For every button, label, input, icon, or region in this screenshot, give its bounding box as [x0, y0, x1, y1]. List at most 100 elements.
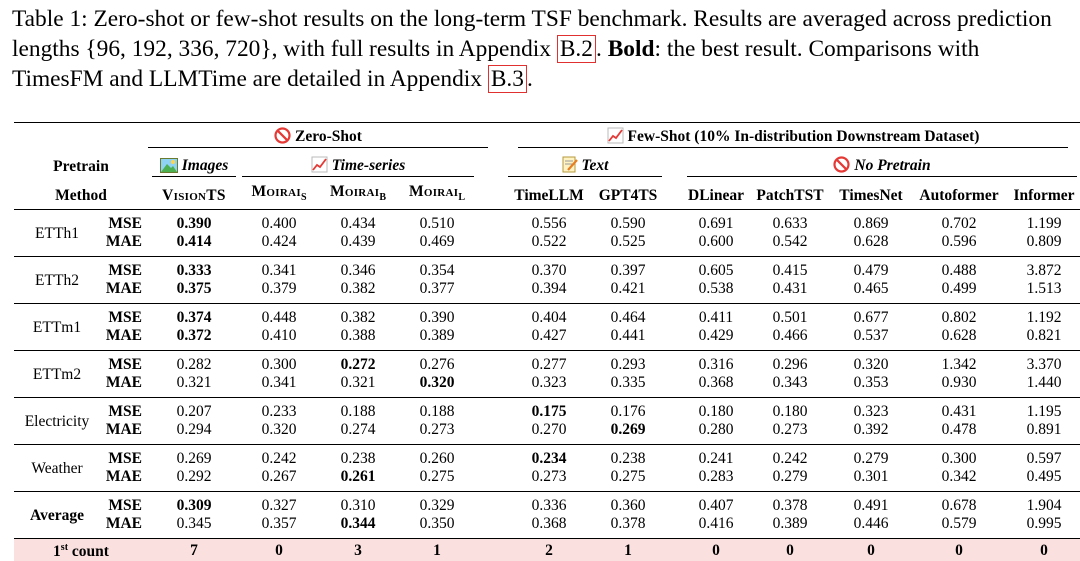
no-entry-icon [833, 156, 850, 173]
appendix-link-b3[interactable]: B.3 [488, 65, 527, 93]
text-group: Text [506, 152, 664, 181]
column-header: DLinear [684, 181, 748, 210]
table-caption: Table 1: Zero-shot or few-shot results o… [12, 4, 1072, 94]
count-cell: 7 [148, 539, 240, 561]
column-header: GPT4TS [592, 181, 664, 210]
dataset-name: Electricity [14, 398, 100, 445]
count-cell: 0 [748, 539, 832, 561]
count-cell: 0 [832, 539, 910, 561]
method-label: Method [14, 181, 148, 210]
count-cell: 2 [506, 539, 592, 561]
column-header: VisionTS [148, 181, 240, 210]
memo-icon [562, 156, 578, 173]
chart-icon [311, 156, 328, 173]
count-cell: 1 [398, 539, 476, 561]
column-header: TimeLLM [506, 181, 592, 210]
pretrain-label: Pretrain [14, 152, 148, 181]
dataset-name: ETTh2 [14, 257, 100, 304]
appendix-link-b2[interactable]: B.2 [557, 35, 596, 63]
dataset-name: ETTm2 [14, 351, 100, 398]
dataset-name: ETTm1 [14, 304, 100, 351]
column-header: MoiraiL [398, 181, 476, 210]
few-shot-group: Few-Shot (10% In-distribution Downstream… [506, 123, 1080, 153]
count-cell: 3 [318, 539, 398, 561]
no-entry-icon [274, 127, 291, 144]
count-cell: 0 [684, 539, 748, 561]
results-table: Zero-Shot Few-Shot (10% In-distribution … [14, 122, 1060, 561]
dataset-name: Weather [14, 445, 100, 492]
column-header: MoiraiB [318, 181, 398, 210]
no-pretrain-group: No Pretrain [684, 152, 1080, 181]
image-icon [160, 158, 178, 173]
column-header: Autoformer [910, 181, 1008, 210]
